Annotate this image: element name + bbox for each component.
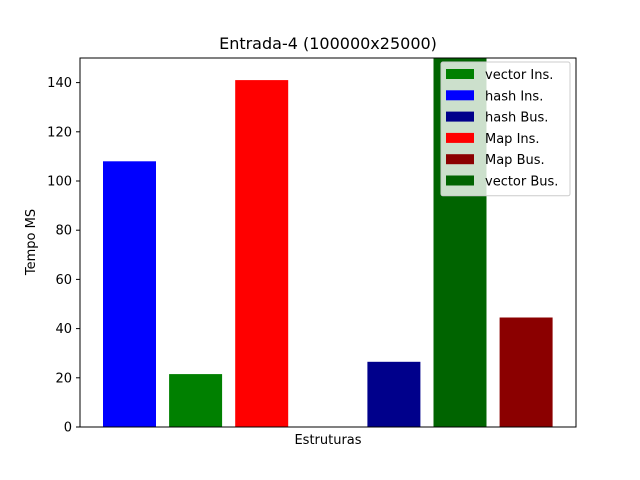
legend-label: vector Bus. bbox=[485, 175, 558, 190]
y-tick-label: 0 bbox=[64, 421, 72, 436]
y-tick-label: 60 bbox=[55, 273, 72, 288]
y-tick-label: 40 bbox=[55, 322, 72, 337]
legend-swatch bbox=[446, 111, 474, 122]
legend-label: Map Ins. bbox=[485, 132, 540, 147]
legend-swatch bbox=[446, 69, 474, 79]
legend-label: hash Ins. bbox=[485, 89, 543, 104]
bar-hash-ins bbox=[103, 161, 156, 428]
chart-title: Entrada-4 (100000x25000) bbox=[219, 34, 437, 53]
legend-label: Map Bus. bbox=[485, 153, 545, 168]
legend-swatch bbox=[446, 154, 474, 165]
plot-frame bbox=[79, 57, 577, 428]
bar-map-ins bbox=[235, 80, 289, 427]
bars-group bbox=[103, 58, 553, 428]
x-axis-label: Estruturas bbox=[294, 433, 361, 448]
legend: vector Ins. hash Ins. hash Bus. Map Ins. Map… bbox=[440, 61, 571, 197]
y-tick-label: 140 bbox=[47, 76, 72, 91]
y-tick-label: 20 bbox=[55, 371, 72, 386]
bar-hash-bus bbox=[367, 361, 421, 427]
y-tick-label: 80 bbox=[55, 224, 72, 239]
y-tick-label: 100 bbox=[47, 175, 72, 190]
bar-map-bus bbox=[499, 317, 553, 427]
legend-swatch bbox=[446, 132, 474, 143]
legend-label: vector Ins. bbox=[485, 68, 553, 83]
y-tick-label: 120 bbox=[47, 125, 72, 140]
legend-swatch bbox=[446, 90, 474, 101]
y-axis-label: Tempo MS bbox=[24, 209, 39, 276]
y-axis: 0 20 40 60 80 100 120 140 bbox=[47, 76, 80, 436]
legend-swatch bbox=[446, 175, 474, 186]
bar-vector-ins bbox=[169, 374, 223, 427]
legend-label: hash Bus. bbox=[485, 111, 548, 126]
